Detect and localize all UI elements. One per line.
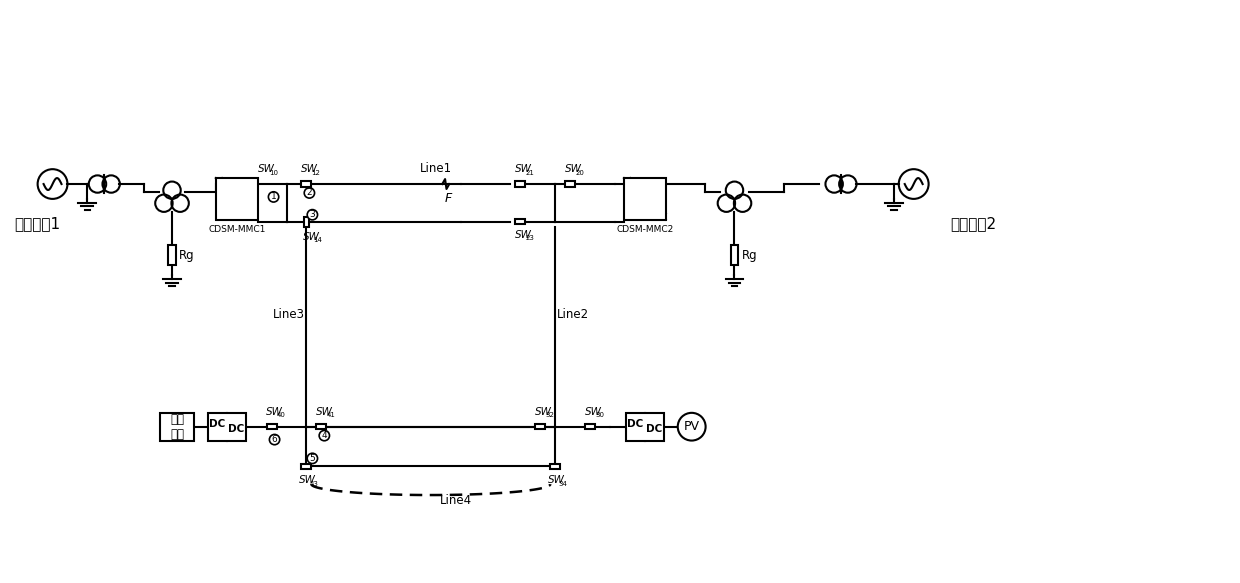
Bar (208, 413, 246, 441)
Bar (536, 424, 546, 430)
Text: SW: SW (515, 164, 532, 174)
Text: 3: 3 (310, 210, 315, 219)
Bar (516, 181, 526, 187)
Circle shape (269, 434, 280, 445)
Bar (551, 463, 560, 469)
Text: 41: 41 (326, 412, 335, 419)
Bar (565, 181, 575, 187)
Text: 43: 43 (310, 480, 319, 487)
Text: 2: 2 (306, 188, 312, 198)
Circle shape (678, 413, 706, 441)
Text: CDSM-MMC2: CDSM-MMC2 (616, 225, 673, 234)
Text: SW: SW (258, 164, 275, 174)
Text: 32: 32 (546, 412, 554, 419)
Text: 14: 14 (314, 237, 322, 243)
Text: SW: SW (299, 475, 316, 485)
Text: SW: SW (301, 164, 317, 174)
Text: 交流系统1: 交流系统1 (15, 216, 61, 231)
Bar (585, 424, 595, 430)
Text: Rg: Rg (179, 249, 195, 262)
Circle shape (319, 430, 330, 441)
Bar (267, 424, 277, 430)
Text: 30: 30 (595, 412, 604, 419)
Bar (304, 217, 309, 227)
Text: 5: 5 (310, 454, 315, 463)
Text: SW: SW (585, 407, 601, 417)
Text: 34: 34 (558, 480, 567, 487)
Bar (730, 245, 739, 265)
Circle shape (308, 453, 317, 463)
Text: Line1: Line1 (420, 161, 451, 175)
Text: 21: 21 (526, 170, 534, 175)
Text: Line4: Line4 (440, 494, 471, 507)
Circle shape (268, 192, 279, 202)
Text: Rg: Rg (742, 249, 758, 262)
Text: 20: 20 (575, 170, 584, 175)
Text: SW: SW (267, 407, 283, 417)
Text: DC: DC (646, 424, 662, 434)
Bar (316, 424, 326, 430)
Text: SW: SW (316, 407, 332, 417)
Bar (160, 413, 195, 441)
Text: DC: DC (228, 424, 244, 434)
Text: Line2: Line2 (557, 308, 589, 321)
Circle shape (308, 209, 317, 220)
Text: PV: PV (683, 420, 699, 433)
Bar (301, 463, 311, 469)
Text: SW: SW (303, 231, 320, 241)
Text: Line3: Line3 (273, 308, 305, 321)
Text: 23: 23 (526, 235, 534, 241)
Text: SW: SW (548, 475, 564, 485)
Text: SW: SW (515, 230, 532, 240)
Bar (626, 413, 663, 441)
Text: SW: SW (564, 164, 582, 174)
Text: DC: DC (627, 419, 644, 429)
Bar (301, 181, 311, 187)
Text: 4: 4 (321, 431, 327, 440)
Text: 40: 40 (277, 412, 285, 419)
Bar (169, 245, 176, 265)
Text: 1: 1 (270, 192, 277, 201)
Text: 直流
负荷: 直流 负荷 (170, 413, 184, 441)
Bar (216, 178, 258, 220)
Text: 交流系统2: 交流系统2 (950, 216, 997, 231)
Text: F: F (445, 192, 453, 205)
Text: 6: 6 (272, 435, 278, 444)
Bar (624, 178, 666, 220)
Text: DC: DC (210, 419, 226, 429)
Circle shape (304, 188, 315, 198)
Text: CDSM-MMC1: CDSM-MMC1 (208, 225, 265, 234)
Bar (516, 219, 526, 224)
Text: 10: 10 (269, 170, 278, 175)
Text: 12: 12 (311, 170, 320, 175)
Text: SW: SW (534, 407, 552, 417)
